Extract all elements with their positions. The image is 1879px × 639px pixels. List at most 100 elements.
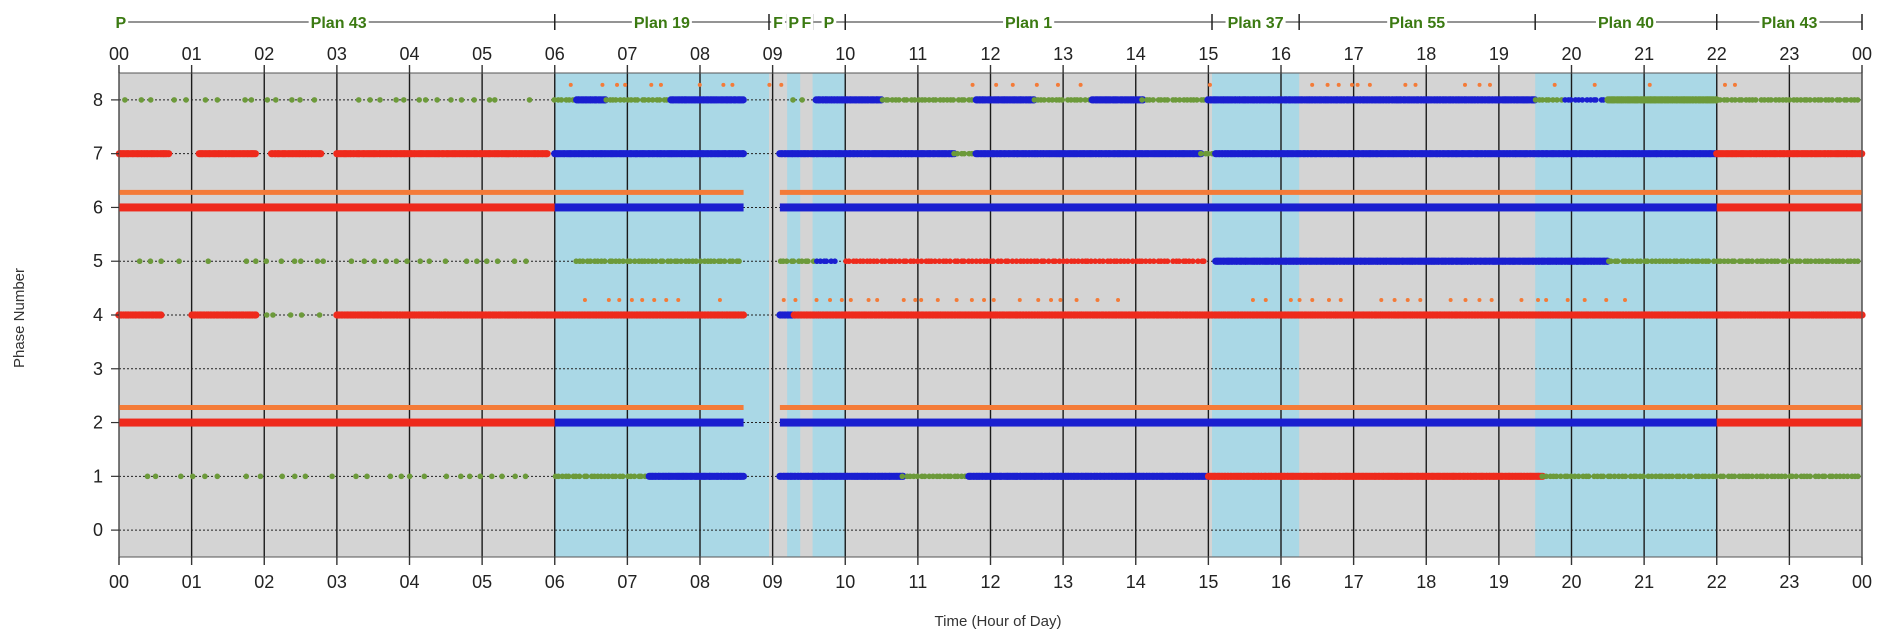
phase-1-point bbox=[1622, 473, 1629, 480]
phase-2-band bbox=[119, 418, 555, 427]
plan-label: Plan 1 bbox=[1005, 15, 1052, 32]
phase-1-point bbox=[1793, 473, 1800, 480]
x-top-tick-label: 01 bbox=[182, 44, 202, 64]
phase-5-point bbox=[1129, 258, 1136, 265]
phase-5-point bbox=[1797, 258, 1803, 265]
phase-5-point bbox=[1075, 258, 1082, 265]
phase-8-point bbox=[1477, 82, 1482, 87]
x-tick-label: 17 bbox=[1344, 572, 1364, 592]
phase-4-point bbox=[1250, 297, 1255, 302]
phase-5-point bbox=[903, 258, 909, 265]
phase-1-point bbox=[257, 473, 264, 480]
phase-8-point bbox=[641, 97, 648, 103]
phase-5-point bbox=[860, 258, 867, 265]
phase-4-point bbox=[1049, 297, 1054, 302]
plan-label-bg bbox=[1003, 13, 1055, 31]
phase-4-point bbox=[1477, 297, 1482, 302]
phase-5-point bbox=[278, 258, 285, 265]
phase-4-point bbox=[582, 297, 587, 302]
phase-5-point bbox=[1854, 258, 1861, 265]
plan-label: Plan 37 bbox=[1228, 15, 1284, 32]
phase-4-point bbox=[157, 311, 165, 319]
phase-5-point bbox=[973, 258, 980, 265]
phase-4-point bbox=[252, 311, 260, 319]
plan-label: F bbox=[773, 15, 783, 32]
phase-1-point bbox=[1764, 473, 1771, 480]
phase-5-point bbox=[136, 258, 143, 265]
phase-1-point bbox=[364, 473, 370, 480]
phase-4-point bbox=[287, 312, 294, 318]
phase-1-point bbox=[499, 473, 505, 480]
y-tick-label: 7 bbox=[93, 144, 103, 164]
x-tick-label: 20 bbox=[1561, 572, 1581, 592]
phase-8-point bbox=[122, 97, 128, 103]
x-tick-label: 07 bbox=[617, 572, 637, 592]
phase-4-point bbox=[606, 297, 611, 302]
phase-6-band bbox=[779, 189, 1863, 195]
phase-8-point bbox=[649, 82, 654, 87]
phase-5-point bbox=[1825, 258, 1832, 265]
phase-5-point bbox=[1739, 258, 1745, 265]
phase-8-point bbox=[721, 82, 726, 87]
phase-1-point bbox=[1749, 473, 1755, 480]
x-tick-label: 16 bbox=[1271, 572, 1291, 592]
x-top-tick-label: 04 bbox=[399, 44, 419, 64]
phase-5-point bbox=[1088, 258, 1094, 265]
phase-5-point bbox=[243, 258, 250, 265]
x-tick-label: 19 bbox=[1489, 572, 1509, 592]
x-tick-label: 11 bbox=[909, 572, 928, 592]
x-top-tick-label: 00 bbox=[1852, 44, 1872, 64]
phase-4-point bbox=[828, 297, 833, 302]
phase-8-point bbox=[621, 97, 627, 103]
phase-5-point bbox=[1064, 258, 1070, 265]
phase-2-band bbox=[779, 418, 1717, 427]
phase-8-point bbox=[896, 97, 902, 103]
phase-5-point bbox=[1100, 258, 1106, 265]
phase-4-point bbox=[739, 311, 748, 319]
x-top-tick-label: 12 bbox=[980, 44, 1000, 64]
phase-5-point bbox=[1045, 258, 1052, 265]
phase-1-point bbox=[1789, 473, 1795, 480]
x-tick-label: 03 bbox=[327, 572, 347, 592]
phase-1-point bbox=[1688, 473, 1694, 480]
phase-8-point bbox=[1349, 82, 1354, 87]
phase-1-point bbox=[1807, 473, 1813, 480]
phase-8-point bbox=[1055, 82, 1060, 87]
plan-bar: P Plan 43 Plan 19 F P F P Plan 1 Plan 37 Plan 55 P… bbox=[113, 13, 1863, 32]
phase-4-point bbox=[954, 297, 959, 302]
phase-8-point bbox=[1818, 97, 1824, 103]
phase-5-point bbox=[914, 258, 921, 265]
phase-8-point bbox=[1150, 97, 1156, 103]
phase-1-point bbox=[202, 473, 208, 480]
phase-1-point bbox=[466, 473, 473, 480]
phase-8-point bbox=[645, 97, 652, 103]
phase-8-point bbox=[434, 97, 440, 103]
phase-5-point bbox=[1052, 258, 1059, 265]
x-top-tick-label: 19 bbox=[1489, 44, 1509, 64]
phase-1-point bbox=[1706, 473, 1712, 480]
x-axis-label: Time (Hour of Day) bbox=[935, 613, 1062, 630]
phase-5-point bbox=[1774, 258, 1781, 265]
phase-4-point bbox=[1095, 297, 1100, 302]
phase-5-point bbox=[1164, 258, 1171, 265]
phase-1-point bbox=[1539, 473, 1545, 480]
phase-1-point bbox=[1840, 473, 1847, 480]
plan-label: Plan 19 bbox=[634, 15, 690, 32]
phase-5-point bbox=[1005, 258, 1011, 265]
phase-8-point bbox=[1539, 97, 1546, 103]
phase-5-point bbox=[620, 258, 627, 265]
phase-5-point bbox=[783, 258, 790, 265]
x-tick-label: 01 bbox=[182, 572, 202, 592]
phase-1-point bbox=[1585, 473, 1592, 480]
phase-7-point bbox=[739, 150, 747, 158]
phase-5-point bbox=[393, 258, 400, 265]
phase-4-point bbox=[676, 297, 681, 302]
phase-5-point bbox=[601, 258, 608, 265]
phase-8-point bbox=[202, 97, 209, 103]
phase-8-point bbox=[926, 97, 932, 103]
phase-1-point bbox=[1695, 473, 1702, 480]
phase-5-point bbox=[1667, 258, 1673, 265]
x-tick-label: 04 bbox=[399, 572, 419, 592]
phase-5-point bbox=[1190, 258, 1196, 265]
